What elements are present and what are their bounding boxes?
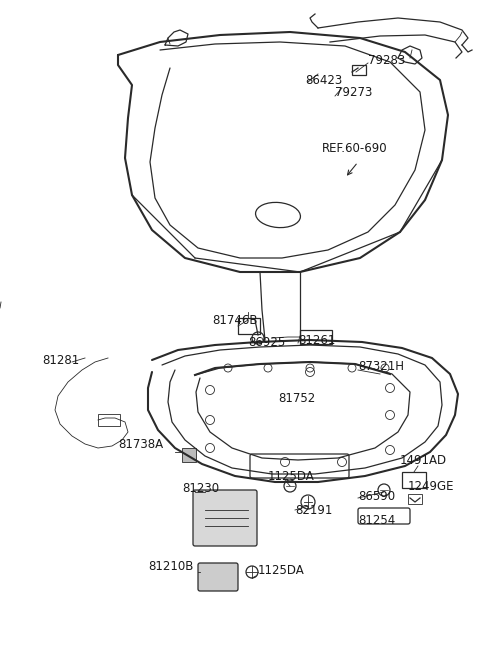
Text: REF.60-690: REF.60-690 — [322, 142, 388, 155]
Text: 81746B: 81746B — [212, 314, 257, 327]
Text: 81254: 81254 — [358, 514, 395, 527]
Text: 86590: 86590 — [358, 489, 395, 502]
Text: 81230: 81230 — [182, 482, 219, 495]
FancyBboxPatch shape — [198, 563, 238, 591]
Bar — [402, 472, 426, 488]
Text: 86925: 86925 — [248, 335, 285, 348]
Bar — [408, 494, 422, 504]
Text: 1125DA: 1125DA — [258, 564, 305, 577]
Text: 82191: 82191 — [295, 504, 332, 516]
Text: 79273: 79273 — [335, 87, 372, 100]
Bar — [352, 65, 366, 75]
Text: 1491AD: 1491AD — [400, 453, 447, 466]
Bar — [98, 414, 120, 426]
Text: 81281: 81281 — [42, 354, 79, 367]
Text: 1125DA: 1125DA — [268, 470, 315, 483]
Bar — [182, 448, 196, 462]
Text: 1249GE: 1249GE — [408, 480, 455, 493]
Text: 81738A: 81738A — [118, 438, 163, 451]
Text: 87321H: 87321H — [358, 359, 404, 373]
FancyBboxPatch shape — [193, 490, 257, 546]
Bar — [300, 330, 332, 344]
Text: 79283: 79283 — [368, 54, 405, 66]
Text: 81210B: 81210B — [148, 560, 193, 573]
Text: 81752: 81752 — [278, 392, 315, 405]
Bar — [238, 318, 260, 334]
Text: 81261: 81261 — [298, 333, 336, 346]
Text: 86423: 86423 — [305, 73, 342, 87]
